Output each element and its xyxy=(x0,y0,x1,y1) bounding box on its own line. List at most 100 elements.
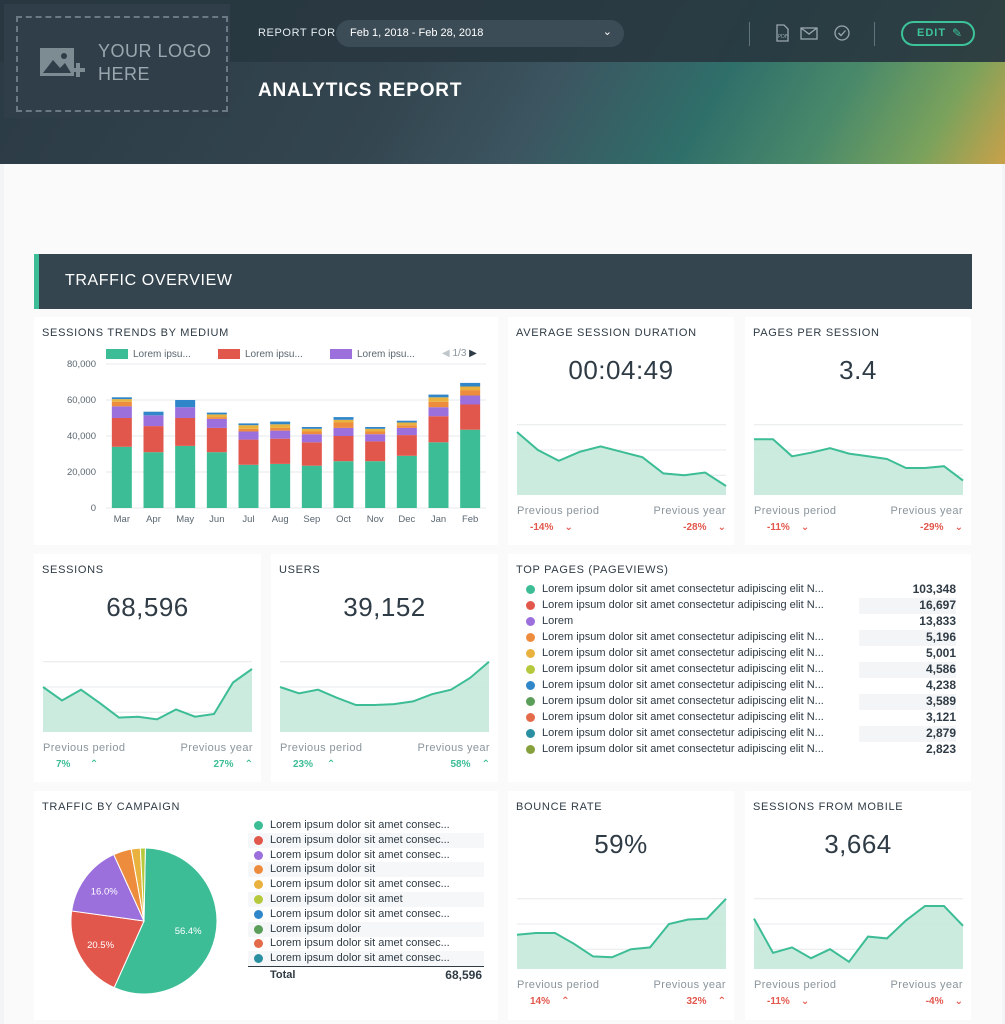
list-item[interactable]: Lorem ipsum dolor sit amet consec... xyxy=(248,907,484,922)
list-item[interactable]: Lorem ipsum dolor sit amet consectetur a… xyxy=(516,742,956,758)
bar-segment[interactable] xyxy=(175,445,196,508)
list-item[interactable]: Lorem ipsum dolor sit amet consec... xyxy=(248,832,484,848)
bar-segment[interactable] xyxy=(428,397,449,402)
bar-segment[interactable] xyxy=(365,427,386,429)
date-range-select[interactable]: Feb 1, 2018 - Feb 28, 2018 ⌄ xyxy=(336,20,624,47)
bar-segment[interactable] xyxy=(460,395,481,405)
bar-segment[interactable] xyxy=(460,390,481,396)
legend-label[interactable]: Lorem ipsu... xyxy=(133,349,191,360)
list-item[interactable]: Lorem ipsum dolor sit amet consec... xyxy=(248,877,484,892)
pie-slice[interactable] xyxy=(113,847,218,995)
bar-segment[interactable] xyxy=(143,452,164,508)
legend-label[interactable]: Lorem ipsu... xyxy=(245,349,303,360)
bar-segment[interactable] xyxy=(111,401,132,407)
bar-segment[interactable] xyxy=(301,434,322,443)
bar-segment[interactable] xyxy=(270,430,291,439)
bar-segment[interactable] xyxy=(238,431,259,440)
bar-segment[interactable] xyxy=(301,428,322,432)
bar-segment[interactable] xyxy=(333,427,354,436)
bar-segment[interactable] xyxy=(365,431,386,435)
bar-segment[interactable] xyxy=(333,461,354,508)
bar-segment[interactable] xyxy=(206,452,227,508)
list-item[interactable]: Lorem ipsum dolor sit xyxy=(248,862,484,878)
bar-segment[interactable] xyxy=(428,401,449,408)
bar-segment[interactable] xyxy=(365,461,386,508)
bar-segment[interactable] xyxy=(333,436,354,462)
bar-segment[interactable] xyxy=(238,425,259,429)
bar-segment[interactable] xyxy=(396,427,417,436)
bar-segment[interactable] xyxy=(270,421,291,425)
list-item[interactable]: Lorem ipsum dolor sit amet consectetur a… xyxy=(516,662,956,678)
bar-segment[interactable] xyxy=(238,423,259,426)
bar-segment[interactable] xyxy=(460,429,481,508)
bar-segment[interactable] xyxy=(428,442,449,508)
list-item[interactable]: Lorem ipsum dolor sit amet consectetur a… xyxy=(516,646,956,662)
bar-segment[interactable] xyxy=(111,399,132,402)
bar-segment[interactable] xyxy=(301,465,322,508)
logo-dropzone[interactable]: YOUR LOGO HERE xyxy=(16,16,228,112)
bar-segment[interactable] xyxy=(270,427,291,431)
bar-segment[interactable] xyxy=(143,426,164,453)
bar-segment[interactable] xyxy=(111,418,132,447)
bar-segment[interactable] xyxy=(143,415,164,427)
bar-segment[interactable] xyxy=(301,442,322,466)
list-item[interactable]: Lorem ipsum dolor sit amet xyxy=(248,892,484,907)
bar-segment[interactable] xyxy=(333,417,354,420)
bar-segment[interactable] xyxy=(206,417,227,419)
list-item[interactable]: Lorem ipsum dolor sit amet consectetur a… xyxy=(516,598,956,614)
list-item[interactable]: Lorem ipsum dolor sit amet consec... xyxy=(248,936,484,951)
bar-segment[interactable] xyxy=(238,464,259,508)
bar-segment[interactable] xyxy=(333,419,354,423)
legend-label[interactable]: Lorem ipsu... xyxy=(357,349,415,360)
bar-segment[interactable] xyxy=(396,455,417,508)
bar-segment[interactable] xyxy=(270,463,291,508)
list-item[interactable]: Lorem ipsum dolor sit amet consectetur a… xyxy=(516,710,956,726)
pie-slice[interactable] xyxy=(139,847,146,922)
list-item[interactable]: Lorem ipsum dolor sit amet consec... xyxy=(248,818,484,833)
check-circle-icon[interactable] xyxy=(833,24,851,42)
list-item[interactable]: Lorem ipsum dolor sit amet consectetur a… xyxy=(516,726,956,742)
list-item[interactable]: Lorem ipsum dolor xyxy=(248,921,484,937)
legend-pager[interactable]: ◀ 1/3 ▶ xyxy=(442,348,477,359)
list-item[interactable]: Lorem ipsum dolor sit amet consectetur a… xyxy=(516,630,956,646)
list-item[interactable]: Lorem 13,833 xyxy=(516,614,956,630)
bar-segment[interactable] xyxy=(428,407,449,417)
list-item[interactable]: Lorem ipsum dolor sit amet consectetur a… xyxy=(516,678,956,694)
bar-segment[interactable] xyxy=(460,382,481,387)
bar-segment[interactable] xyxy=(175,418,196,446)
bar-segment[interactable] xyxy=(396,420,417,423)
bar-segment[interactable] xyxy=(175,407,196,418)
list-item[interactable]: Lorem ipsum dolor sit amet consectetur a… xyxy=(516,582,956,598)
bar-segment[interactable] xyxy=(396,435,417,456)
bar-segment[interactable] xyxy=(365,428,386,432)
bar-segment[interactable] xyxy=(460,404,481,430)
bar-segment[interactable] xyxy=(365,441,386,462)
pie-slice[interactable] xyxy=(71,853,145,922)
mail-icon[interactable] xyxy=(800,24,818,42)
bar-segment[interactable] xyxy=(301,431,322,435)
bar-segment[interactable] xyxy=(206,427,227,453)
bar-segment[interactable] xyxy=(206,418,227,428)
bar-segment[interactable] xyxy=(143,411,164,416)
bar-segment[interactable] xyxy=(111,397,132,400)
bar-segment[interactable] xyxy=(460,386,481,391)
bar-segment[interactable] xyxy=(270,424,291,428)
bar-segment[interactable] xyxy=(238,428,259,432)
bar-segment[interactable] xyxy=(333,422,354,428)
bar-segment[interactable] xyxy=(206,414,227,418)
pager-prev-icon[interactable]: ◀ xyxy=(442,348,450,359)
list-item[interactable]: Lorem ipsum dolor sit amet consectetur a… xyxy=(516,694,956,710)
logo-placeholder[interactable]: YOUR LOGO HERE xyxy=(4,4,230,118)
list-item[interactable]: Lorem ipsum dolor sit amet consec... xyxy=(248,848,484,863)
bar-segment[interactable] xyxy=(396,422,417,426)
bar-segment[interactable] xyxy=(175,400,196,408)
bar-segment[interactable] xyxy=(111,406,132,418)
pager-next-icon[interactable]: ▶ xyxy=(469,348,477,359)
edit-button[interactable]: EDIT ✎ xyxy=(901,21,975,46)
bar-segment[interactable] xyxy=(396,425,417,428)
pdf-icon[interactable]: PDF xyxy=(773,24,791,42)
bar-segment[interactable] xyxy=(428,394,449,398)
bar-segment[interactable] xyxy=(365,434,386,442)
pie-slice[interactable] xyxy=(70,910,145,989)
list-item[interactable]: Lorem ipsum dolor sit amet consec... xyxy=(248,951,484,967)
